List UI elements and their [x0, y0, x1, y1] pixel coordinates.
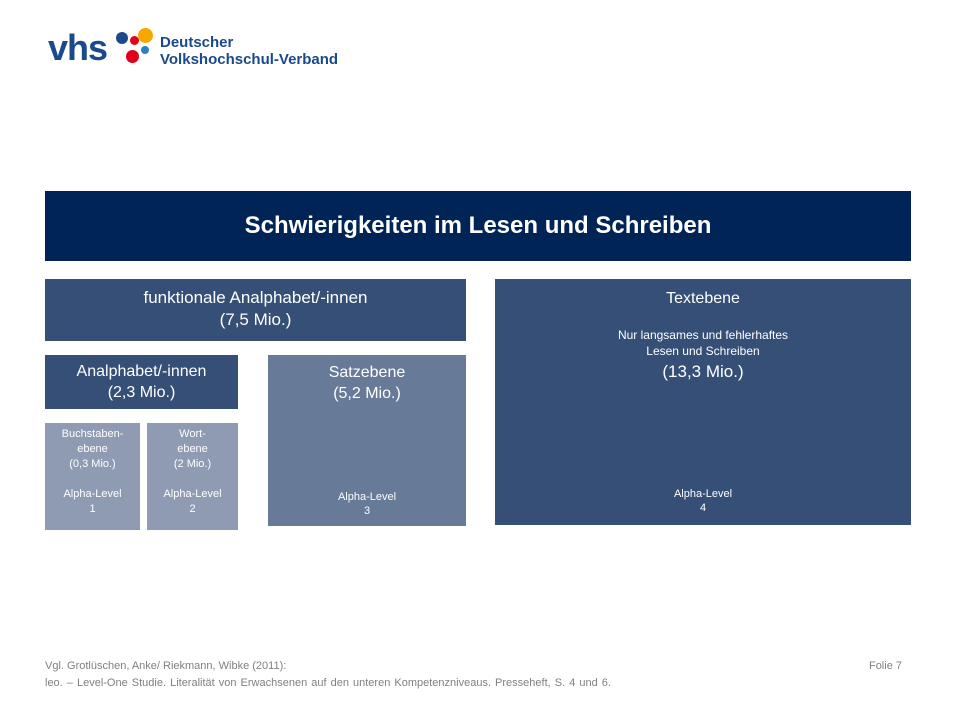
logo-wordmark: vhs [48, 27, 108, 68]
satzebene-amount: (5,2 Mio.) [333, 385, 401, 402]
satzebene-level-num: 3 [363, 505, 371, 517]
logo-dot [130, 36, 139, 45]
box-funktionale: funktionale Analphabet/-innen (7,5 Mio.) [45, 279, 466, 341]
box-analphabet: Analphabet/-innen (2,3 Mio.) [45, 355, 238, 409]
wort-line2: ebene [177, 443, 208, 455]
buchstaben-line1: Buchstaben- [61, 428, 124, 440]
wort-level-num: 2 [189, 503, 196, 515]
box-buchstabenebene: Buchstaben- ebene (0,3 Mio.) Alpha-Level… [45, 423, 140, 530]
spacer [45, 472, 140, 487]
textebene-level: Alpha-Level 4 [495, 487, 911, 515]
box-textebene: Textebene Nur langsames und fehlerhaftes… [495, 279, 911, 525]
diagram-header: Schwierigkeiten im Lesen und Schreiben [45, 191, 911, 261]
source-line2: leo. – Level-One Studie. Literalität von… [45, 677, 611, 689]
logo-dot [138, 28, 153, 43]
textebene-desc-line2: Lesen und Schreiben [646, 344, 760, 358]
logo-org-line1: Deutscher [160, 34, 234, 51]
analphabet-label: Analphabet/-innen [76, 363, 207, 380]
logo-org-line2: Volkshochschul-Verband [160, 51, 339, 68]
logo-dot [126, 50, 139, 63]
textebene-label: Textebene [666, 290, 740, 307]
slide-number: Folie 7 [868, 660, 902, 672]
buchstaben-level-num: 1 [89, 503, 96, 515]
vhs-logo: vhs Deutscher Volkshochschul-Verband [48, 24, 348, 74]
textebene-desc-line1: Nur langsames und fehlerhaftes [617, 328, 789, 342]
satzebene-label: Satzebene [328, 364, 406, 381]
textebene-amount: (13,3 Mio.) [662, 362, 744, 381]
funktionale-label: funktionale Analphabet/-innen [143, 288, 368, 307]
satzebene-level: Alpha-Level 3 [268, 490, 466, 518]
header-title: Schwierigkeiten im Lesen und Schreiben [244, 212, 712, 239]
buchstaben-amount: (0,3 Mio.) [69, 458, 116, 470]
box-satzebene: Satzebene (5,2 Mio.) Alpha-Level 3 [268, 355, 466, 526]
funktionale-amount: (7,5 Mio.) [219, 310, 292, 329]
logo-dot [141, 46, 149, 54]
analphabet-amount: (2,3 Mio.) [107, 384, 176, 401]
wort-level-label: Alpha-Level [163, 488, 222, 500]
textebene-level-num: 4 [699, 502, 707, 514]
spacer [147, 472, 238, 487]
box-wortebene: Wort- ebene (2 Mio.) Alpha-Level 2 [147, 423, 238, 530]
buchstaben-level-label: Alpha-Level [63, 488, 122, 500]
wort-amount: (2 Mio.) [173, 458, 212, 470]
textebene-level-label: Alpha-Level [673, 488, 733, 500]
source-line1: Vgl. Grotlüschen, Anke/ Riekmann, Wibke … [45, 660, 287, 672]
buchstaben-line2: ebene [77, 443, 108, 455]
satzebene-level-label: Alpha-Level [337, 491, 397, 503]
wort-line1: Wort- [179, 428, 206, 440]
logo-dot [116, 32, 128, 44]
